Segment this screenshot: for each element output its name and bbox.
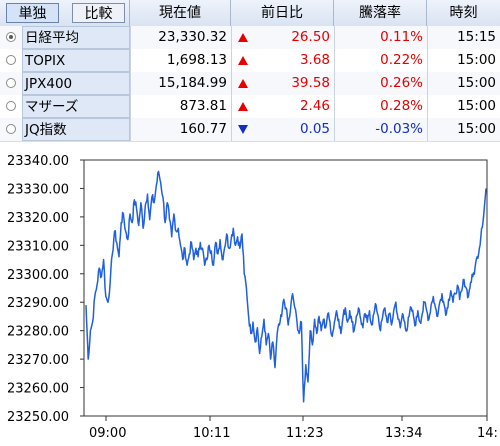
intraday-chart: 23340.00 23330.00 23320.00 23310.00 23300.00… — [0, 145, 500, 446]
current-price: 15,184.99 — [158, 75, 227, 91]
radio-button[interactable] — [6, 55, 16, 65]
y-tick-label: 23310.00 — [7, 239, 69, 254]
index-name: JPX400 — [22, 72, 130, 95]
radio-button[interactable] — [6, 124, 16, 134]
price-series-line — [85, 170, 487, 403]
column-divider — [334, 26, 335, 141]
index-name: マザーズ — [22, 95, 130, 118]
index-name: TOPIX — [22, 49, 130, 72]
column-divider — [130, 26, 131, 141]
price-change: 0.05 — [299, 121, 330, 137]
tab-compare[interactable]: 比較 — [72, 3, 125, 23]
current-price: 873.81 — [179, 98, 227, 114]
change-percent: -0.03% — [375, 121, 423, 137]
price-change: 3.68 — [299, 52, 330, 68]
y-tick-label: 23330.00 — [7, 182, 69, 197]
price-change: 26.50 — [291, 29, 330, 45]
index-row-nikkei[interactable]: 日経平均 23,330.32 26.50 0.11% 15:15 — [0, 26, 500, 49]
column-header-change: 前日比 — [231, 0, 334, 26]
radio-button[interactable] — [6, 78, 16, 88]
column-divider — [231, 26, 232, 141]
y-tick-label: 23260.00 — [7, 382, 69, 397]
index-name: JQ指数 — [22, 118, 130, 141]
column-divider — [427, 26, 428, 141]
column-header-time: 時刻 — [427, 0, 500, 26]
y-tick-label: 23250.00 — [7, 410, 69, 425]
change-percent: 0.22% — [380, 52, 423, 68]
radio-button[interactable] — [6, 101, 16, 111]
tab-single[interactable]: 単独 — [6, 3, 59, 23]
x-tick-label: 14: — [477, 426, 498, 441]
index-row-jq[interactable]: JQ指数 160.77 0.05 -0.03% 15:00 — [0, 118, 500, 141]
index-row-mothers[interactable]: マザーズ 873.81 2.46 0.28% 15:00 — [0, 95, 500, 118]
y-tick-label: 23290.00 — [7, 296, 69, 311]
x-tick-label: 09:00 — [89, 426, 126, 441]
column-header-pct: 騰落率 — [334, 0, 427, 26]
row-divider — [0, 141, 500, 142]
current-price: 1,698.13 — [166, 52, 227, 68]
y-tick-label: 23340.00 — [7, 154, 69, 169]
update-time: 15:00 — [457, 121, 496, 137]
x-tick-label: 11:23 — [286, 426, 323, 441]
current-price: 23,330.32 — [158, 29, 227, 45]
up-arrow-icon — [238, 79, 248, 88]
y-tick-label: 23280.00 — [7, 325, 69, 340]
y-tick-label: 23300.00 — [7, 268, 69, 283]
index-name: 日経平均 — [22, 26, 130, 49]
radio-button-selected[interactable] — [6, 32, 16, 42]
down-arrow-icon — [238, 125, 248, 134]
update-time: 15:00 — [457, 52, 496, 68]
plot-border — [83, 159, 488, 417]
x-tick-label: 10:11 — [193, 426, 230, 441]
column-header-price: 現在値 — [130, 0, 231, 26]
update-time: 15:00 — [457, 98, 496, 114]
up-arrow-icon — [238, 56, 248, 65]
up-arrow-icon — [238, 33, 248, 42]
change-percent: 0.28% — [380, 98, 423, 114]
index-row-topix[interactable]: TOPIX 1,698.13 3.68 0.22% 15:00 — [0, 49, 500, 72]
current-price: 160.77 — [179, 121, 227, 137]
y-tick-label: 23320.00 — [7, 211, 69, 226]
change-percent: 0.11% — [380, 29, 423, 45]
update-time: 15:15 — [457, 29, 496, 45]
up-arrow-icon — [238, 102, 248, 111]
price-change: 2.46 — [299, 98, 330, 114]
change-percent: 0.26% — [380, 75, 423, 91]
table-header: 単独 比較 現在値 前日比 騰落率 時刻 — [0, 0, 500, 26]
index-row-jpx400[interactable]: JPX400 15,184.99 39.58 0.26% 15:00 — [0, 72, 500, 95]
x-tick-label: 13:34 — [385, 426, 422, 441]
y-tick-label: 23270.00 — [7, 353, 69, 368]
intraday-chart-svg: 23340.00 23330.00 23320.00 23310.00 23300.00… — [7, 154, 498, 441]
price-change: 39.58 — [291, 75, 330, 91]
update-time: 15:00 — [457, 75, 496, 91]
